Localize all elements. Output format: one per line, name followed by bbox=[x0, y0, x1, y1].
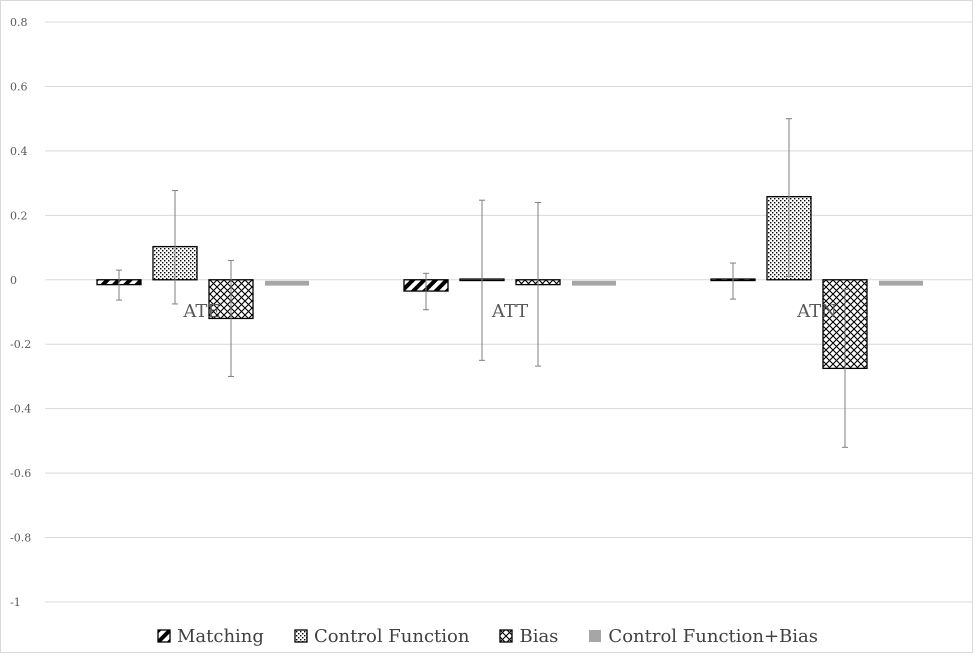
category-labels: ATE ATT ATN bbox=[182, 301, 836, 322]
bar-control-function-bias-att bbox=[572, 280, 616, 286]
legend-swatch-rect bbox=[294, 629, 308, 643]
y-axis-ticks: 0.8 0.6 0.4 0.2 0 -0.2 -0.4 -0.6 -0.8 -1 bbox=[10, 16, 31, 609]
bar-chart: 0.80.60.40.20-0.2-0.4-0.6-0.8-1 ATE ATT AT… bbox=[10, 16, 972, 609]
legend: Matching Control Function Bias Control Func… bbox=[0, 622, 975, 650]
category-label: ATN bbox=[796, 301, 837, 322]
category-label: ATT bbox=[491, 301, 528, 322]
y-tick-label: -1 bbox=[10, 596, 21, 609]
legend-item: Bias bbox=[499, 626, 558, 647]
category-label: ATE bbox=[182, 301, 220, 322]
y-tick-label: 0.8 bbox=[10, 16, 28, 29]
legend-label: Matching bbox=[176, 625, 264, 647]
y-tick-label: -0.6 bbox=[10, 467, 31, 480]
gridlines bbox=[45, 21, 972, 603]
y-tick-label: 0.4 bbox=[10, 145, 28, 158]
legend-swatch bbox=[589, 630, 602, 642]
bar-control-function-bias-ate bbox=[265, 280, 309, 286]
legend-swatch bbox=[499, 629, 514, 643]
legend-item: Matching bbox=[157, 626, 264, 647]
legend-label: Bias bbox=[519, 625, 559, 647]
legend-item: Control Function bbox=[294, 625, 470, 647]
bars bbox=[96, 195, 923, 370]
y-tick-label: -0.8 bbox=[10, 532, 31, 545]
y-tick-label: 0.6 bbox=[10, 80, 28, 93]
y-tick-label: 0.2 bbox=[10, 209, 28, 222]
bar-control-function-bias-atn bbox=[879, 280, 923, 286]
legend-swatch-rect bbox=[589, 630, 602, 642]
y-tick-label: -0.2 bbox=[10, 338, 31, 351]
legend-label: Control Function+Bias bbox=[608, 625, 818, 647]
legend-swatch-rect bbox=[157, 629, 171, 643]
y-tick-label: -0.4 bbox=[10, 403, 31, 416]
y-tick-label: 0 bbox=[10, 274, 17, 287]
legend-swatch bbox=[157, 629, 171, 643]
legend-swatch bbox=[294, 629, 308, 643]
legend-label: Control Function bbox=[313, 625, 470, 647]
error-bars bbox=[116, 118, 848, 448]
legend-item: Control Function+Bias bbox=[588, 626, 818, 647]
legend-swatch-rect bbox=[499, 629, 514, 643]
